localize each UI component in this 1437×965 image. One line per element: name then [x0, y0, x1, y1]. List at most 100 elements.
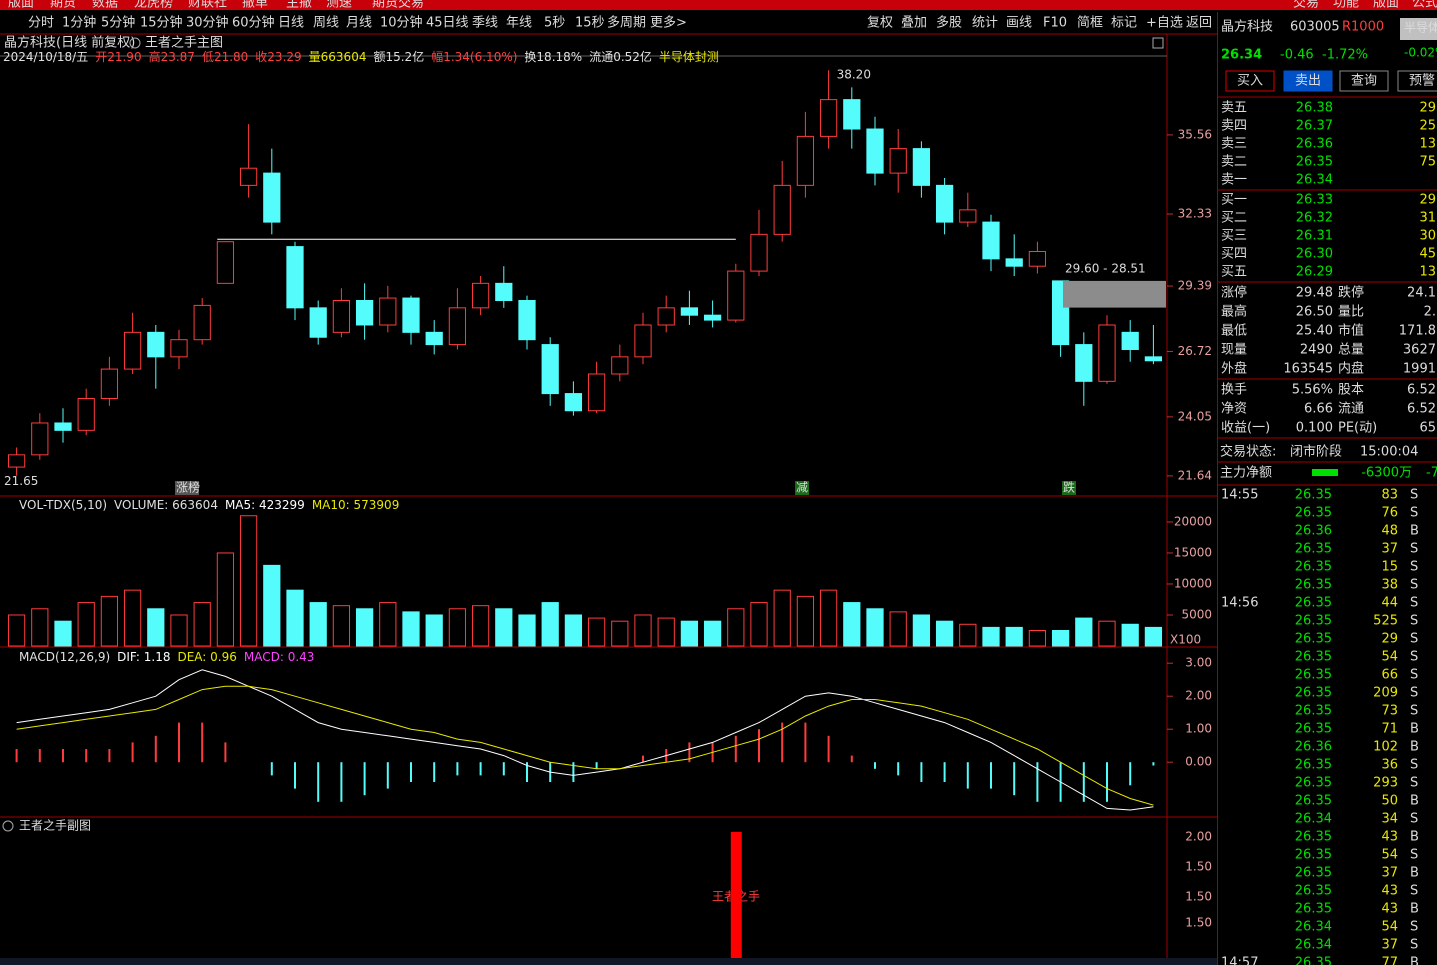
y-tick-label: 5000	[1181, 607, 1212, 621]
period-tab[interactable]: 5秒	[544, 16, 565, 31]
trade-price: 26.35	[1295, 614, 1332, 629]
macd-header-item: DEA: 0.96	[177, 650, 236, 664]
action-button[interactable]: 预警	[1409, 73, 1435, 89]
date-strip	[0, 958, 1217, 965]
trade-volume: 66	[1381, 668, 1398, 683]
y-tick-label: 10000	[1174, 576, 1212, 590]
trade-volume: 38	[1381, 578, 1398, 593]
signal-label: 减	[796, 481, 808, 495]
tool-button[interactable]: 标记	[1111, 16, 1137, 31]
trade-price: 26.35	[1295, 596, 1332, 611]
stat-label: 收益(一)	[1221, 421, 1270, 436]
menu-item[interactable]: 数据	[92, 0, 118, 11]
info-line-item: 幅1.34(6.10%)	[431, 49, 517, 64]
period-tab[interactable]: 45日线	[426, 16, 469, 31]
volume-bar	[959, 623, 977, 647]
sector-change: -0.02%	[1404, 46, 1437, 60]
tool-button[interactable]: 简框	[1077, 15, 1103, 31]
stat-value: 25.40	[1296, 324, 1333, 339]
button-frame[interactable]	[1225, 70, 1275, 92]
candle-body	[77, 397, 95, 431]
menu-item[interactable]: 期货交易	[372, 0, 424, 11]
period-tab[interactable]: 15秒	[575, 16, 605, 31]
menu-item[interactable]: 版面	[8, 0, 34, 11]
menu-item[interactable]: 撤单	[242, 0, 268, 11]
action-button[interactable]: 买入	[1237, 74, 1263, 89]
volume-bar	[123, 589, 142, 647]
menu-item[interactable]: 交易	[1293, 0, 1319, 11]
volume-bar	[1051, 629, 1070, 647]
period-tab[interactable]: 分时	[28, 16, 54, 31]
period-tab[interactable]: 5分钟	[101, 15, 135, 31]
trade-volume: 43	[1381, 830, 1398, 845]
stat-value: 1991	[1403, 362, 1436, 377]
period-tab[interactable]: 60分钟	[232, 15, 275, 31]
y-tick-label: 15000	[1174, 545, 1212, 559]
candle-body	[750, 233, 768, 272]
period-tab[interactable]: 30分钟	[186, 15, 229, 31]
trade-side: B	[1410, 956, 1419, 965]
stock-code: 603005	[1290, 20, 1340, 35]
icon	[2, 820, 14, 832]
period-tab[interactable]: 年线	[506, 16, 532, 31]
period-tab[interactable]: 日线	[278, 16, 304, 31]
trade-price: 26.35	[1295, 488, 1332, 503]
candle-body	[7, 454, 26, 468]
action-button[interactable]: 查询	[1351, 74, 1377, 89]
info-line: 2024/10/18/五 开21.90 高23.87 低21.80 收23.29 量663…	[3, 49, 719, 64]
tool-button[interactable]: +自选	[1146, 16, 1183, 31]
info-line-item: 2024/10/18/五	[3, 50, 88, 64]
trade-price: 26.35	[1295, 632, 1332, 647]
period-tab[interactable]: 多周期	[607, 15, 646, 31]
stat-label: 最低	[1221, 324, 1247, 339]
period-tab[interactable]: 季线	[472, 16, 498, 31]
tool-button[interactable]: 多股	[936, 15, 962, 31]
tool-button[interactable]: 画线	[1006, 16, 1032, 31]
period-tab[interactable]: 更多>	[650, 15, 687, 31]
tool-button[interactable]: 统计	[972, 16, 998, 31]
tool-button[interactable]: F10	[1043, 16, 1067, 31]
menu-item[interactable]: 版面	[1373, 0, 1399, 11]
macd-header-item: DIF: 1.18	[117, 650, 170, 664]
stat-value: 24.1	[1407, 286, 1436, 301]
candle-body	[982, 221, 1000, 260]
period-tab[interactable]: 15分钟	[140, 15, 183, 31]
candle-body	[100, 368, 119, 399]
menu-item[interactable]: 公式	[1412, 0, 1437, 11]
menu-item[interactable]: 财联社	[188, 0, 227, 11]
stat-label: 换手	[1221, 383, 1247, 398]
menu-item[interactable]: 期货	[50, 0, 76, 11]
volume-bar	[309, 602, 327, 647]
macd-dif-line	[16, 669, 1154, 811]
trade-price: 26.34	[1295, 938, 1332, 953]
menu-item[interactable]: 测速	[326, 0, 352, 11]
book-label: 买三	[1221, 229, 1247, 244]
button-frame[interactable]	[1283, 70, 1333, 92]
period-tab[interactable]: 周线	[313, 16, 339, 31]
period-tab[interactable]: 1分钟	[62, 15, 96, 31]
book-volume: 29	[1419, 101, 1436, 116]
period-tab[interactable]: 10分钟	[380, 15, 423, 31]
menu-item[interactable]: 龙虎榜	[134, 0, 173, 11]
status-label: 交易状态:	[1220, 444, 1276, 460]
change: -0.46	[1280, 48, 1314, 63]
trade-volume: 54	[1381, 920, 1398, 935]
menu-item[interactable]: 主撤	[286, 0, 312, 11]
menu-item[interactable]: 功能	[1333, 0, 1359, 11]
period-tab[interactable]: 月线	[346, 16, 372, 31]
button-frame[interactable]	[1339, 70, 1389, 92]
button-frame[interactable]	[1397, 70, 1437, 92]
badge: R1000	[1342, 20, 1384, 35]
tool-button[interactable]: 返回	[1186, 16, 1212, 31]
trade-price: 26.35	[1295, 866, 1332, 881]
vol-header-item: MA10: 573909	[312, 498, 400, 512]
indicator-name[interactable]: 王者之手主图	[145, 36, 223, 51]
candle-body	[425, 331, 443, 346]
tool-button[interactable]: 叠加	[901, 16, 927, 31]
book-price: 26.34	[1296, 173, 1333, 188]
window-button[interactable]	[1152, 37, 1164, 49]
action-button[interactable]: 卖出	[1295, 74, 1321, 89]
candle-body	[1075, 344, 1093, 382]
tool-button[interactable]: 复权	[867, 15, 893, 31]
frames	[0, 12, 1437, 965]
